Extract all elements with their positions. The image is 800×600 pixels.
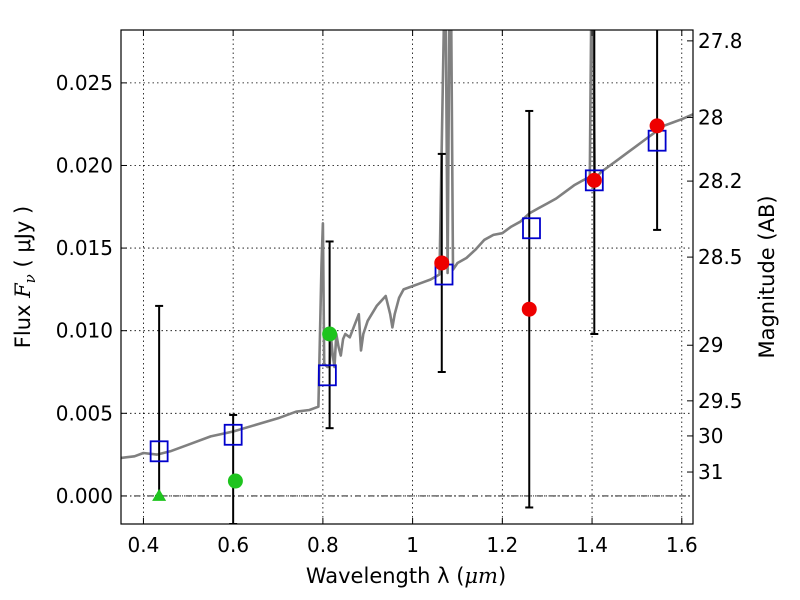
x-axis-label-close: ) — [498, 564, 506, 588]
red-point — [586, 172, 602, 188]
mag-tick-label: 30 — [698, 424, 723, 448]
y-tick-label: 0.005 — [56, 401, 113, 425]
x-axis-label-text: Wavelength λ ( — [306, 564, 465, 588]
y-axis-label: Flux Fν ( μJy ) — [11, 206, 39, 348]
x-axis-label: Wavelength λ (μm) — [306, 564, 506, 588]
y-tick-label: 0.010 — [56, 319, 113, 343]
mag-tick-label: 29.5 — [698, 389, 743, 413]
plot-frame — [120, 29, 694, 525]
y2-axis-label: Magnitude (AB) — [755, 195, 779, 358]
x-axis-label-unit: μm — [464, 564, 498, 588]
mag-tick-label: 27.8 — [698, 29, 743, 53]
model-box — [149, 440, 169, 463]
observed-points — [152, 118, 665, 501]
green-point — [227, 473, 243, 489]
mag-tick-label: 28 — [698, 105, 723, 129]
x-tick-label: 0.6 — [217, 533, 249, 557]
x-tick-label: 1.2 — [486, 533, 518, 557]
model-box — [317, 364, 337, 387]
axis-ticks: 0.4 0.6 0.8 1 1.2 1.4 1.6 0.000 0.005 0.010 0.015 0… — [56, 29, 743, 557]
x-tick-label: 1.4 — [576, 533, 608, 557]
grid — [121, 30, 693, 524]
sed-line — [121, 30, 693, 460]
mag-tick-label: 29 — [698, 333, 723, 357]
error-bars — [155, 30, 662, 524]
mag-tick-label: 28.5 — [698, 245, 743, 269]
x-tick-label: 1 — [406, 533, 419, 557]
model-box — [584, 169, 604, 192]
model-box — [223, 423, 243, 446]
y-axis-label-sub: ν — [21, 274, 39, 283]
y-tick-label: 0.025 — [56, 71, 113, 95]
red-point — [649, 118, 665, 134]
red-point — [434, 255, 450, 271]
y-tick-label: 0.015 — [56, 236, 113, 260]
y-tick-label: 0.000 — [56, 484, 113, 508]
mag-tick-label: 28.2 — [698, 169, 743, 193]
mag-tick-label: 31 — [698, 460, 723, 484]
x-tick-label: 0.8 — [307, 533, 339, 557]
x-tick-label: 1.6 — [666, 533, 698, 557]
green-point — [322, 326, 338, 342]
y-axis-label-prefix: Flux — [11, 298, 35, 348]
y-tick-label: 0.020 — [56, 153, 113, 177]
x-tick-label: 0.4 — [128, 533, 160, 557]
model-box — [522, 217, 541, 240]
y-axis-label-suffix: ( μJy ) — [11, 206, 35, 274]
red-point — [521, 301, 537, 317]
sed-spectrum — [121, 30, 693, 460]
green-triangle — [152, 488, 167, 501]
y-axis-label-symbol: F — [11, 282, 35, 299]
